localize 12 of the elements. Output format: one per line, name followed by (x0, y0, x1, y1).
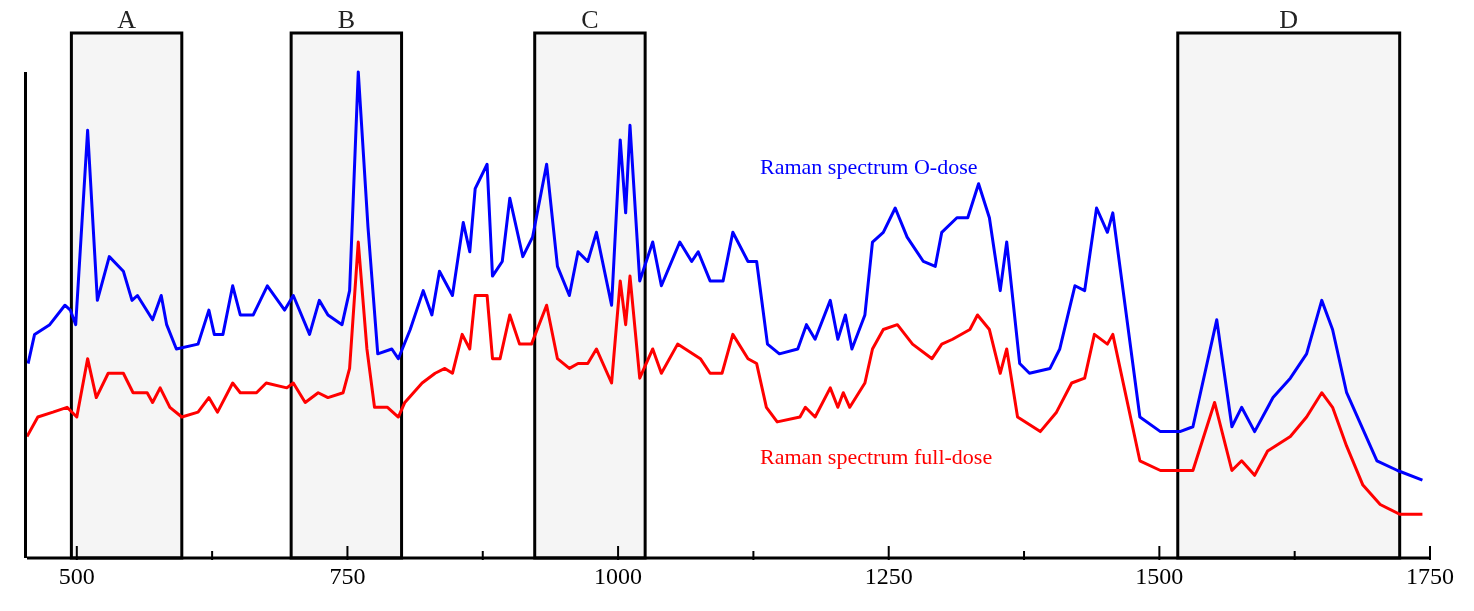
x-tick-label: 500 (58, 563, 95, 589)
band-label: B (337, 5, 356, 34)
band-label: A (117, 5, 137, 34)
band-label: D (1279, 5, 1299, 34)
series-label: Raman spectrum full-dose (760, 444, 993, 470)
x-tick-label: 1500 (1135, 563, 1184, 589)
band-label: C (581, 5, 599, 34)
x-tick-label: 1750 (1406, 563, 1454, 589)
x-tick-label: 1250 (864, 563, 913, 589)
x-tick-label: 1000 (594, 563, 643, 589)
series-label: Raman spectrum O-dose (760, 154, 978, 180)
x-tick-label: 750 (329, 563, 366, 589)
